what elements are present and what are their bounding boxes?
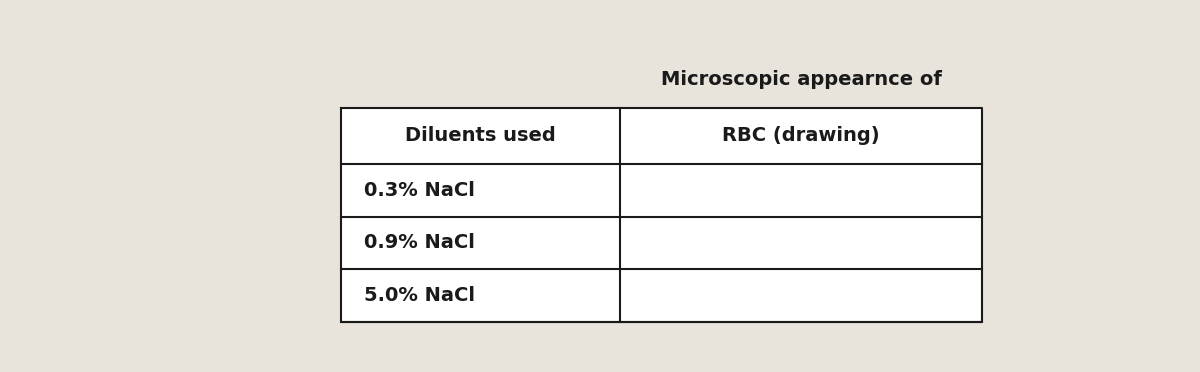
Text: 0.9% NaCl: 0.9% NaCl [364,234,475,253]
Text: Microscopic appearnce of: Microscopic appearnce of [660,70,942,89]
Bar [341,108,983,323]
Text: 5.0% NaCl: 5.0% NaCl [364,286,475,305]
Text: 0.3% NaCl: 0.3% NaCl [364,180,475,199]
Text: Diluents used: Diluents used [404,126,556,145]
Text: RBC (drawing): RBC (drawing) [722,126,880,145]
